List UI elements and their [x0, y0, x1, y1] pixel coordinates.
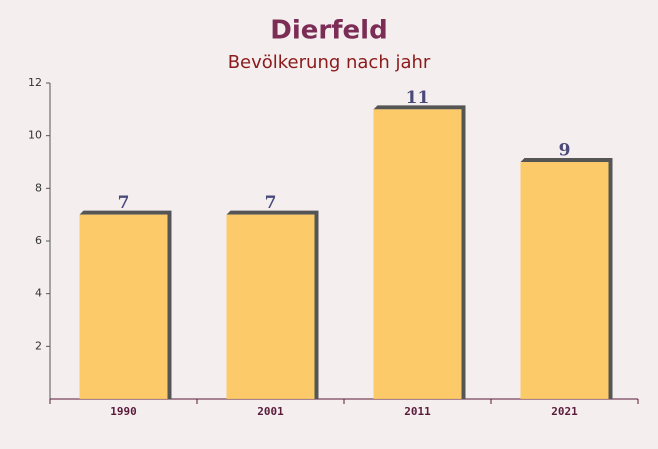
y-tick-label: 8	[35, 181, 42, 194]
y-tick-label: 4	[35, 287, 42, 300]
x-tick-label: 2011	[404, 405, 431, 418]
value-label: 7	[265, 193, 277, 213]
chart-subtitle: Bevölkerung nach jahr	[228, 52, 431, 73]
x-tick-label: 1990	[110, 405, 137, 418]
bar	[520, 162, 609, 399]
x-tick-label: 2001	[257, 405, 284, 418]
y-tick-label: 12	[28, 76, 42, 89]
value-label: 11	[406, 88, 430, 108]
y-tick-label: 10	[28, 129, 42, 142]
bar	[373, 109, 462, 399]
y-tick-label: 6	[35, 234, 42, 247]
chart-title: Dierfeld	[270, 16, 387, 46]
x-tick-label: 2021	[551, 405, 578, 418]
value-label: 7	[118, 193, 130, 213]
bar	[79, 214, 168, 399]
bar	[226, 214, 315, 399]
value-label: 9	[559, 141, 571, 161]
y-tick-label: 2	[35, 339, 42, 352]
